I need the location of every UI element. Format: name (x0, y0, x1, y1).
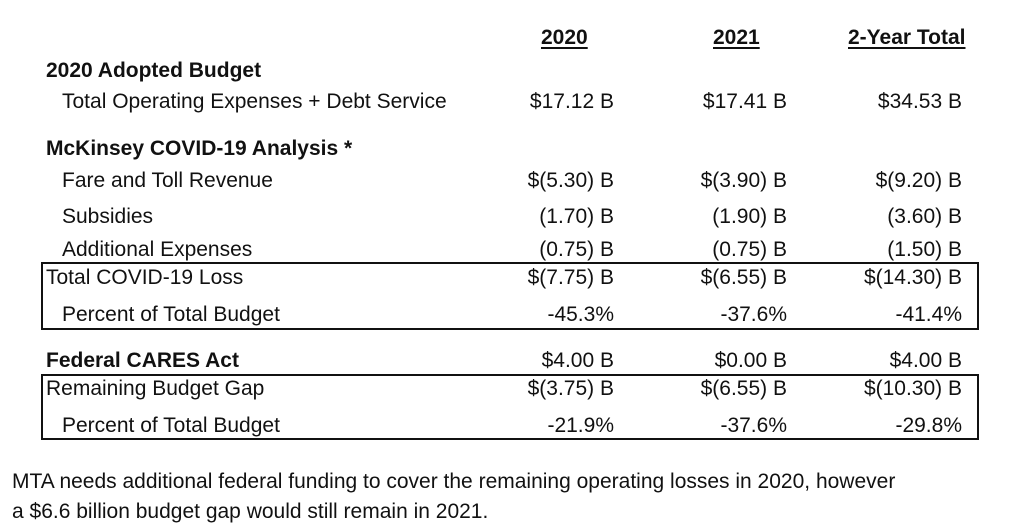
section-title-adopted-budget: 2020 Adopted Budget (46, 59, 262, 82)
value-2021: $(3.90) B (700, 169, 787, 192)
section-title-cares-act: Federal CARES Act (46, 349, 239, 372)
value-2020: -21.9% (547, 414, 614, 437)
row-label-total-operating: Total Operating Expenses + Debt Service (62, 90, 447, 113)
value-2020: (1.70) B (539, 205, 614, 228)
value-total: (1.50) B (887, 238, 962, 261)
value-2020: $4.00 B (541, 349, 614, 372)
value-total: $4.00 B (889, 349, 962, 372)
value-total: $(10.30) B (863, 377, 962, 400)
row-label-total-covid-loss: Total COVID-19 Loss (46, 266, 244, 289)
note-line-2: a $6.6 billion budget gap would still re… (12, 500, 489, 523)
row-label-remaining-budget-gap: Remaining Budget Gap (46, 377, 265, 400)
value-total: -29.8% (895, 414, 962, 437)
value-2020: $(3.75) B (527, 377, 614, 400)
value-2020: -45.3% (547, 303, 614, 326)
value-2020: $(5.30) B (527, 169, 614, 192)
value-2021: $0.00 B (714, 349, 787, 372)
row-label-additional-expenses: Additional Expenses (62, 238, 253, 261)
covid-loss-box (41, 262, 979, 330)
value-2020: $17.12 B (529, 90, 614, 113)
header-2-year-total: 2-Year Total (848, 26, 966, 49)
value-total: $(9.20) B (875, 169, 962, 192)
value-2021: (1.90) B (712, 205, 787, 228)
row-label-subsidies: Subsidies (62, 205, 154, 228)
row-label-percent-total-budget: Percent of Total Budget (62, 303, 280, 326)
value-2021: -37.6% (720, 414, 787, 437)
value-2021: (0.75) B (712, 238, 787, 261)
value-2020: $(7.75) B (527, 266, 614, 289)
value-2021: -37.6% (720, 303, 787, 326)
row-label-percent-total-budget: Percent of Total Budget (62, 414, 280, 437)
value-2021: $17.41 B (702, 90, 787, 113)
budget-gap-box (41, 374, 979, 440)
row-label-fare-toll: Fare and Toll Revenue (62, 169, 273, 192)
value-total: $(14.30) B (863, 266, 962, 289)
header-2021: 2021 (713, 26, 760, 49)
value-2021: $(6.55) B (700, 266, 787, 289)
value-2021: $(6.55) B (700, 377, 787, 400)
value-total: -41.4% (895, 303, 962, 326)
section-title-mckinsey: McKinsey COVID-19 Analysis * (46, 137, 353, 160)
value-total: $34.53 B (877, 90, 962, 113)
value-2020: (0.75) B (539, 238, 614, 261)
header-2020: 2020 (541, 26, 588, 49)
note-line-1: MTA needs additional federal funding to … (12, 470, 896, 493)
value-total: (3.60) B (887, 205, 962, 228)
